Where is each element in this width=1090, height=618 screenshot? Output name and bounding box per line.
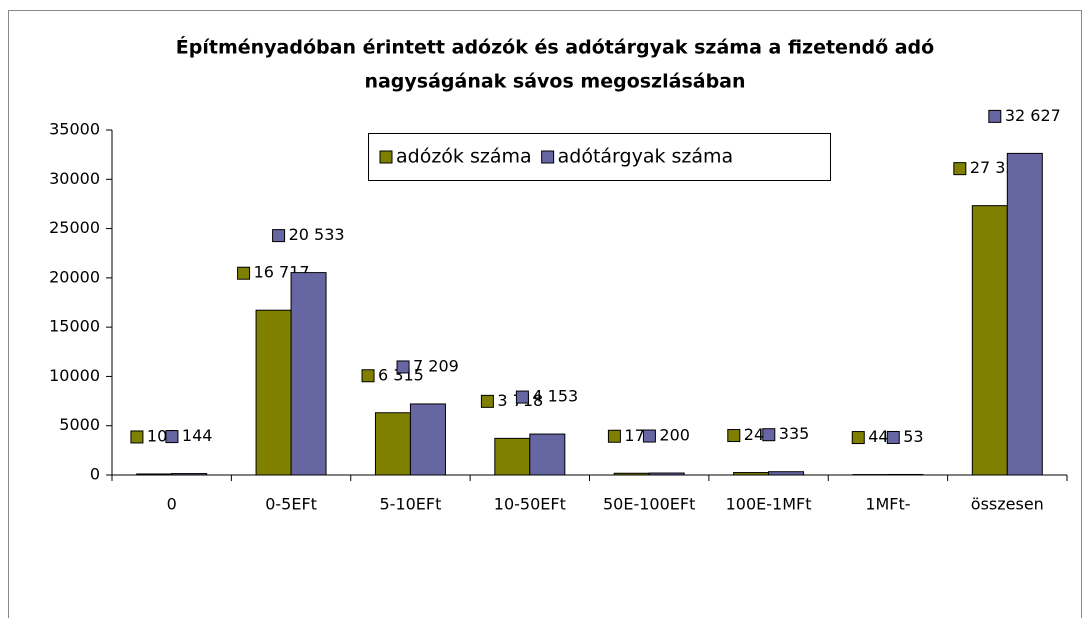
legend-key xyxy=(541,150,555,164)
bar xyxy=(374,412,411,476)
data-label-key xyxy=(361,369,375,383)
x-tick-label: összesen xyxy=(971,495,1044,514)
data-label: 32 627 xyxy=(1005,106,1061,125)
data-label-key xyxy=(886,430,900,444)
y-tick-label: 20000 xyxy=(49,267,100,286)
data-label-key xyxy=(727,429,741,443)
bar xyxy=(1006,152,1043,476)
x-tick-label: 5-10EFt xyxy=(379,495,441,514)
data-label: 144 xyxy=(182,426,213,445)
bar xyxy=(290,272,327,476)
bar xyxy=(768,471,805,476)
x-tick-label: 100E-1MFt xyxy=(726,495,812,514)
legend xyxy=(368,133,831,181)
y-tick-label: 30000 xyxy=(49,169,100,188)
y-tick-label: 35000 xyxy=(49,120,100,139)
bar xyxy=(971,205,1008,476)
bar xyxy=(733,472,770,476)
data-label: 335 xyxy=(779,424,810,443)
data-label-key xyxy=(272,229,286,243)
bar xyxy=(529,433,566,476)
x-tick-label: 1MFt- xyxy=(865,495,910,514)
x-tick-label: 0-5EFt xyxy=(265,495,317,514)
data-label-key xyxy=(988,109,1002,123)
data-label-key xyxy=(953,162,967,176)
chart-frame xyxy=(8,10,1082,618)
data-label-key xyxy=(762,428,776,442)
bar xyxy=(136,473,173,476)
data-label: 7 209 xyxy=(413,356,459,375)
chart-title: nagyságának sávos megoszlásában xyxy=(364,71,745,93)
data-label-key xyxy=(851,431,865,445)
legend-label: adótárgyak száma xyxy=(558,146,734,168)
x-tick-label: 10-50EFt xyxy=(494,495,566,514)
data-label-key xyxy=(237,266,251,280)
data-label-key xyxy=(396,360,410,374)
data-label: 20 533 xyxy=(289,225,345,244)
legend-label: adózók száma xyxy=(396,146,532,168)
data-label: 6 315 xyxy=(378,365,424,384)
data-label: 44 xyxy=(868,427,888,446)
chart-title: Építményadóban érintett adózók és adótár… xyxy=(176,36,934,59)
data-label-key xyxy=(480,394,494,408)
bar xyxy=(494,437,531,476)
bar xyxy=(887,473,924,476)
y-tick-label: 0 xyxy=(90,465,100,484)
data-label-key xyxy=(165,430,179,444)
bar xyxy=(648,472,685,476)
bar xyxy=(255,309,292,476)
y-tick-label: 10000 xyxy=(49,366,100,385)
y-tick-label: 25000 xyxy=(49,218,100,237)
data-label-key xyxy=(515,390,529,404)
data-label-key xyxy=(130,430,144,444)
data-label: 4 153 xyxy=(532,387,578,406)
bar xyxy=(171,473,208,476)
data-label: 200 xyxy=(659,426,690,445)
x-tick-label: 0 xyxy=(167,495,177,514)
x-tick-label: 50E-100EFt xyxy=(603,495,695,514)
y-tick-label: 5000 xyxy=(59,415,100,434)
bar xyxy=(613,472,650,476)
data-label-key xyxy=(607,429,621,443)
data-label-key xyxy=(642,429,656,443)
bar xyxy=(409,403,446,476)
data-label: 53 xyxy=(903,427,923,446)
y-tick-label: 15000 xyxy=(49,317,100,336)
legend-key xyxy=(379,150,393,164)
